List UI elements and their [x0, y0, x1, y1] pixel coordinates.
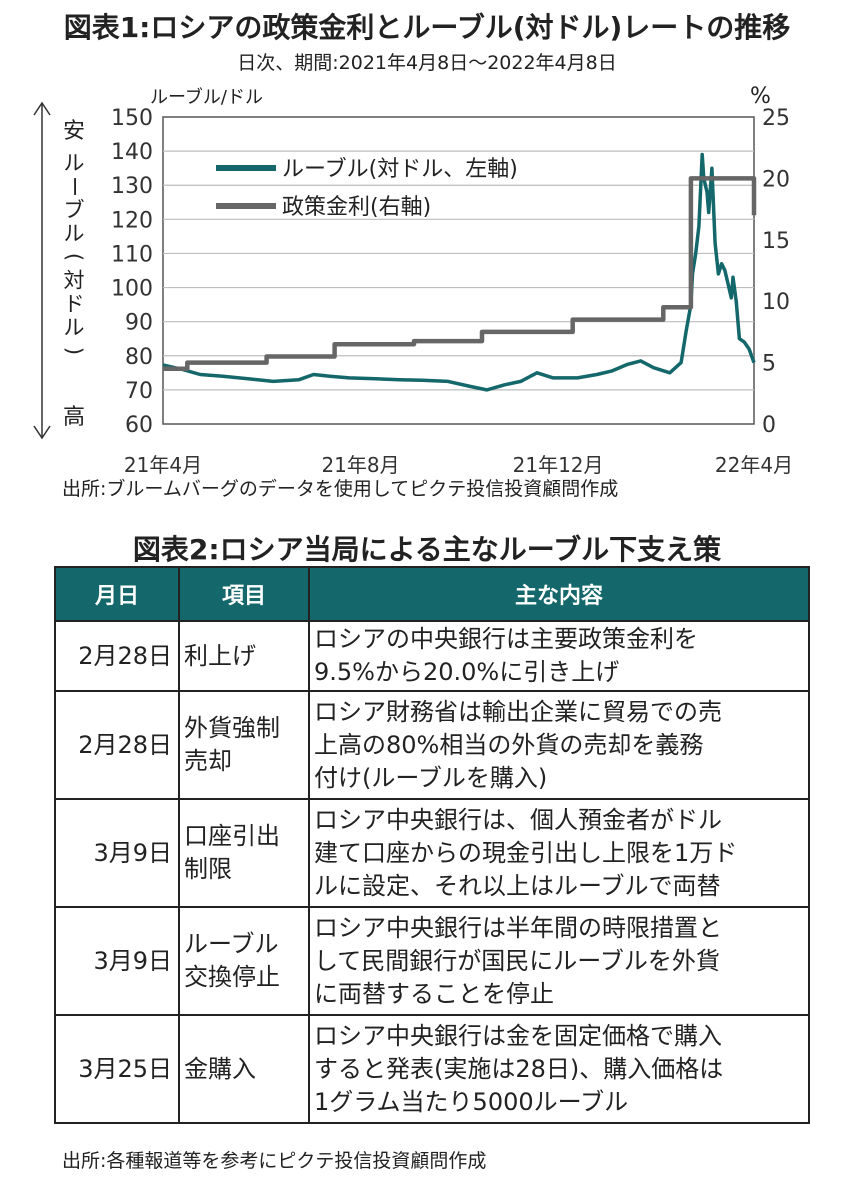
right-tick-label: 5 [762, 352, 776, 377]
measure-item: 金購入 [178, 1014, 310, 1124]
header-date: 月日 [54, 566, 180, 622]
side-label-char: ) [62, 347, 86, 355]
side-label-char: ル [64, 151, 85, 175]
policy-rate-line [163, 176, 757, 371]
measure-content-line: して民間銀行が国民にルーブルを外貨 [314, 946, 720, 975]
measure-item-line: 売却 [184, 747, 232, 775]
measure-item: 外貨強制 売却 [178, 690, 310, 800]
measure-content: ロシア中央銀行は、個人預金者がドル 建て口座からの現金引出し上限を1万ド ルに設定、… [308, 798, 810, 908]
ruble-rate-chart: 60 70 80 90 100 110 120 130 140 150 0 5 10 15 20 25 21年4… [33, 101, 793, 477]
figure2-source: 出所:各種報道等を参考にピクテ投信投資顧問作成 [62, 1150, 487, 1172]
measure-item-line: 外貨強制 [184, 714, 280, 742]
side-label-char: 対 [64, 269, 85, 293]
figure1-subtitle: 日次、期間:2021年4月8日～2022年4月8日 [237, 52, 617, 74]
measure-content: ロシアの中央銀行は主要政策金利を 9.5%から20.0%に引き上げ [308, 620, 810, 692]
ruble-support-measures-table: 月日 項目 主な内容 2月28日 利上げ ロシアの中央銀行は主要政策金利を 9.5%か… [54, 566, 810, 1124]
measure-content-line: に両替することを停止 [314, 979, 554, 1008]
measure-content-line: 建て口座からの現金引出し上限を1万ド [314, 838, 738, 867]
legend-label: 政策金利(右軸) [282, 195, 431, 220]
measure-content-line: ルに設定、それ以上はルーブルで両替 [314, 871, 721, 900]
measure-date: 2月28日 [54, 620, 180, 692]
measure-item-line: 利上げ [184, 641, 256, 670]
figure1-title: 図表1:ロシアの政策金利とルーブル(対ドル)レートの推移 [63, 11, 791, 44]
left-tick-label: 100 [111, 277, 153, 302]
measure-date: 3月9日 [54, 798, 180, 908]
table-row: 3月9日 口座引出 制限 ロシア中央銀行は、個人預金者がドル 建て口座からの現金引出し上… [54, 798, 810, 908]
measure-date: 3月9日 [54, 906, 180, 1016]
left-tick-label: 110 [111, 242, 153, 267]
left-tick-label: 70 [125, 379, 153, 404]
measure-content-line: 1グラム当たり5000ルーブル [314, 1087, 629, 1116]
measure-item-line: 口座引出 [184, 822, 280, 850]
right-tick-label: 10 [762, 290, 790, 315]
right-tick-label: 25 [762, 106, 790, 131]
left-tick-label: 60 [125, 413, 153, 438]
measure-date: 2月28日 [54, 690, 180, 800]
x-tick-label: 21年12月 [513, 453, 604, 477]
measure-content-line: すると発表(実施は28日)、購入価格は [314, 1054, 724, 1083]
table-row: 3月25日 金購入 ロシア中央銀行は金を固定価格で購入 すると発表(実施は28日)、購… [54, 1014, 810, 1124]
measure-content-line: ロシア中央銀行は金を固定価格で購入 [314, 1021, 722, 1050]
measure-content-line: ロシア中央銀行は、個人預金者がドル [314, 805, 722, 834]
left-tick-label: 140 [111, 140, 153, 165]
side-label-char: ( [62, 253, 86, 261]
measure-item-line: 金購入 [184, 1054, 256, 1083]
measure-item: 口座引出 制限 [178, 798, 310, 908]
side-label-char: ル [64, 316, 85, 340]
measure-content-line: ロシア中央銀行は半年間の時限措置と [314, 913, 722, 942]
side-label-char: ブ [64, 198, 85, 222]
measure-content: ロシア中央銀行は金を固定価格で購入 すると発表(実施は28日)、購入価格は 1グラム… [308, 1014, 810, 1124]
measure-item: 利上げ [178, 620, 310, 692]
right-tick-label: 0 [762, 413, 776, 438]
left-tick-label: 80 [125, 345, 153, 370]
side-arrow-down-head [33, 425, 51, 440]
left-tick-label: 120 [111, 208, 153, 233]
header-content: 主な内容 [308, 566, 810, 622]
measure-content-line: ロシアの中央銀行は主要政策金利を [314, 625, 698, 653]
legend-label: ルーブル(対ドル、左軸) [282, 157, 518, 182]
side-label-strong: 高 [63, 405, 85, 430]
right-tick-label: 15 [762, 229, 790, 254]
measure-item-line: ルーブル [184, 930, 279, 958]
side-label-char: ル [64, 222, 85, 246]
left-tick-label: 130 [111, 174, 153, 199]
header-item: 項目 [178, 566, 310, 622]
side-arrow-up-head [33, 101, 51, 116]
right-tick-label: 20 [762, 167, 790, 192]
measure-content: ロシア中央銀行は半年間の時限措置と して民間銀行が国民にルーブルを外貨 に両替するこ… [308, 906, 810, 1016]
measure-content-line: ロシア財務省は輸出企業に貿易での売 [314, 697, 722, 726]
table-row: 3月9日 ルーブル 交換停止 ロシア中央銀行は半年間の時限措置と して民間銀行が国民にル… [54, 906, 810, 1016]
measure-content: ロシア財務省は輸出企業に貿易での売 上高の80%相当の外貨の売却を義務 付け(ルーブ… [308, 690, 810, 800]
figure1-source: 出所:ブルームバーグのデータを使用してピクテ投信投資顧問作成 [62, 478, 619, 500]
side-label-char: ー [62, 176, 86, 197]
left-tick-label: 90 [125, 311, 153, 336]
measure-date: 3月25日 [54, 1014, 180, 1124]
measure-content-line: 上高の80%相当の外貨の売却を義務 [314, 730, 704, 759]
ruble-rate-line [162, 152, 756, 392]
table-header-row: 月日 項目 主な内容 [54, 566, 810, 622]
left-axis-unit: ルーブル/ドル [150, 87, 263, 108]
x-tick-label: 21年4月 [124, 453, 202, 477]
right-axis-unit: % [750, 84, 771, 109]
left-tick-label: 150 [111, 106, 153, 131]
measure-content-line: 付け(ルーブルを購入) [314, 763, 548, 792]
side-label-weak: 安 [63, 119, 85, 144]
measure-item-line: 制限 [184, 855, 232, 883]
x-tick-label: 21年8月 [321, 453, 399, 477]
measure-content-line: 9.5%から20.0%に引き上げ [314, 658, 620, 686]
x-tick-label: 22年4月 [715, 453, 793, 477]
table-row: 2月28日 外貨強制 売却 ロシア財務省は輸出企業に貿易での売 上高の80%相当の外貨の… [54, 690, 810, 800]
table-row: 2月28日 利上げ ロシアの中央銀行は主要政策金利を 9.5%から20.0%に引き上げ [54, 620, 810, 692]
measure-item-line: 交換停止 [184, 963, 280, 991]
figure2-title: 図表2:ロシア当局による主なルーブル下支え策 [132, 533, 722, 566]
side-label-char: ド [64, 292, 85, 316]
measure-item: ルーブル 交換停止 [178, 906, 310, 1016]
